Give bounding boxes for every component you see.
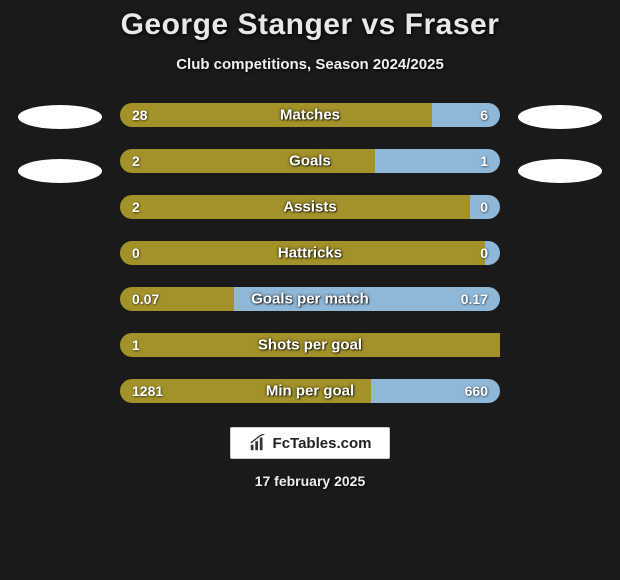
stat-bar-right: 660: [371, 379, 500, 403]
stat-row: 28 6 Matches: [120, 103, 500, 127]
player-badge-oval: [18, 159, 102, 183]
left-player-badges: [15, 103, 105, 183]
stat-row: 1 Shots per goal: [120, 333, 500, 357]
stat-bars-container: 286Matches21Goals20Assists00Hattricks0.0…: [120, 103, 500, 403]
logo-text: FcTables.com: [273, 435, 372, 452]
stat-label: Hattricks: [278, 245, 342, 262]
stat-value-left: 2: [132, 153, 140, 169]
page-title: George Stanger vs Fraser: [121, 8, 500, 42]
date-label: 17 february 2025: [255, 473, 366, 489]
stat-row: 00Hattricks: [120, 241, 500, 265]
stat-label: Matches: [280, 107, 340, 124]
stat-value-right: 660: [465, 383, 488, 399]
stat-bar-right: 6: [432, 103, 500, 127]
stat-value-left: 2: [132, 199, 140, 215]
stat-bar-right: 0: [485, 241, 500, 265]
stat-value-right: 0: [480, 245, 488, 261]
chart-icon: [249, 434, 267, 452]
stat-label: Assists: [283, 199, 336, 216]
stat-value-right: 0: [480, 199, 488, 215]
fctables-logo: FcTables.com: [230, 427, 391, 459]
stat-label: Goals per match: [251, 291, 369, 308]
stat-row: 0.07 0.17 Goals per match: [120, 287, 500, 311]
stat-bar-left: 0.07: [120, 287, 234, 311]
stat-row: 2 1 Goals: [120, 149, 500, 173]
subtitle: Club competitions, Season 2024/2025: [176, 56, 444, 73]
comparison-infographic: George Stanger vs Fraser Club competitio…: [0, 0, 620, 580]
stat-value-left: 0.07: [132, 291, 159, 307]
player-badge-oval: [518, 159, 602, 183]
stat-label: Min per goal: [266, 383, 354, 400]
stat-bar-right: 0: [470, 195, 500, 219]
stat-row: 1281 660 Min per goal: [120, 379, 500, 403]
player-badge-oval: [18, 105, 102, 129]
stat-value-left: 28: [132, 107, 148, 123]
stat-value-left: 1: [132, 337, 140, 353]
stat-value-left: 0: [132, 245, 140, 261]
stat-bar-right: 1: [375, 149, 500, 173]
stat-value-right: 6: [480, 107, 488, 123]
player-badge-oval: [518, 105, 602, 129]
footer: FcTables.com 17 february 2025: [230, 427, 391, 489]
stat-value-right: 0.17: [461, 291, 488, 307]
stat-value-left: 1281: [132, 383, 163, 399]
stat-value-right: 1: [480, 153, 488, 169]
stat-row: 2 0 Assists: [120, 195, 500, 219]
stats-area: 286Matches21Goals20Assists00Hattricks0.0…: [0, 103, 620, 403]
stat-bar-left: 28: [120, 103, 432, 127]
stat-bar-left: 2: [120, 149, 375, 173]
right-player-badges: [515, 103, 605, 183]
stat-label: Goals: [289, 153, 331, 170]
stat-label: Shots per goal: [258, 337, 362, 354]
